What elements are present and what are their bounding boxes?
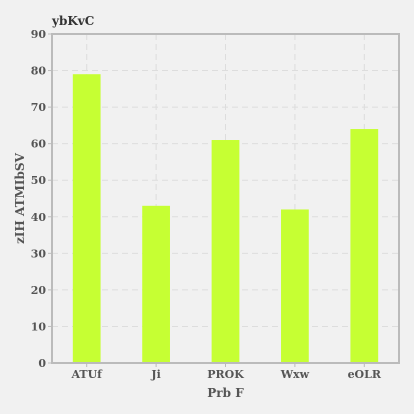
y-axis-label: zIH ATMIbSV — [13, 152, 27, 243]
axes — [48, 33, 400, 367]
x-tick-labels: ATUf Ji PROK Wxw eOLR — [70, 368, 381, 381]
bar-atuf — [72, 74, 101, 363]
y-tick-label: 10 — [31, 320, 47, 333]
y-tick-label: 40 — [31, 211, 47, 224]
bar-wxw — [281, 209, 309, 363]
y-tick-label: 30 — [31, 247, 47, 260]
y-tick-labels: 0 10 20 30 40 50 60 70 80 90 — [31, 28, 47, 370]
bar-ji — [142, 205, 170, 363]
y-tick-label: 60 — [31, 138, 47, 151]
y-tick-label: 90 — [31, 28, 47, 41]
x-tick-label: Ji — [150, 368, 160, 381]
x-tick-label: eOLR — [348, 368, 382, 381]
chart-title: ybKvC — [51, 14, 94, 28]
plot-border — [51, 33, 400, 364]
x-tick-label: ATUf — [70, 368, 103, 381]
x-tick-label: PROK — [207, 368, 244, 381]
bars — [72, 74, 379, 363]
y-tick-label: 80 — [31, 65, 47, 78]
x-axis-label: Prb F — [207, 386, 244, 400]
y-tick-label: 50 — [31, 174, 47, 187]
y-tick-label: 0 — [38, 357, 46, 370]
bar-prok — [211, 140, 240, 363]
x-tick-label: Wxw — [280, 368, 310, 381]
bar-eolr — [350, 129, 379, 363]
y-tick-label: 70 — [31, 101, 47, 114]
y-tick-label: 20 — [31, 284, 47, 297]
